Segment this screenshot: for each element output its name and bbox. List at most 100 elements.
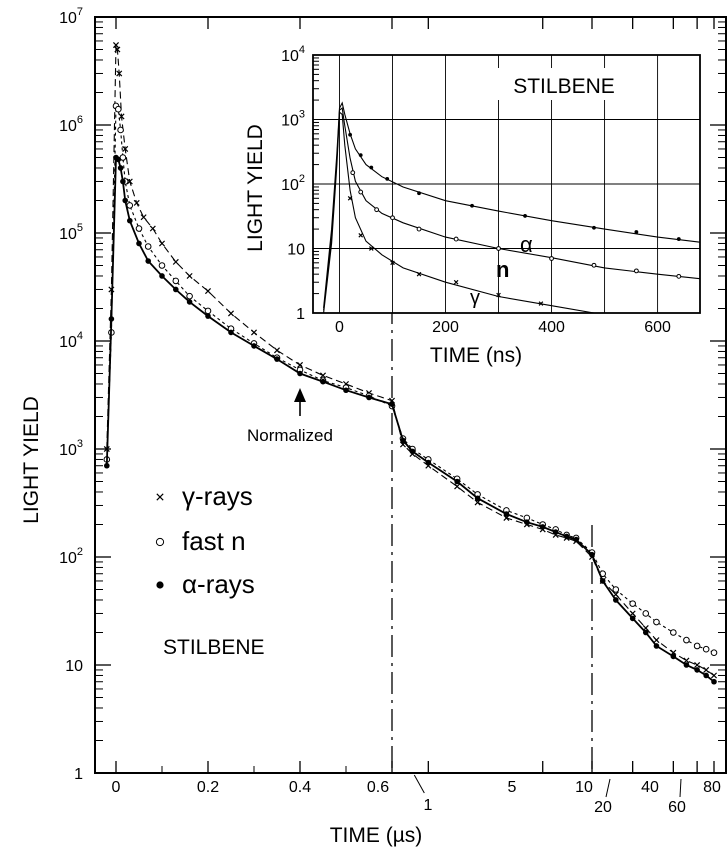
inset-x-tick-label: 400 bbox=[538, 319, 565, 336]
inset-y-tick-label-base: 10 bbox=[281, 113, 299, 130]
data-point bbox=[172, 258, 179, 265]
data-point bbox=[694, 661, 701, 669]
data-point bbox=[104, 462, 110, 469]
inset-data-point bbox=[368, 246, 374, 251]
inset-x-tick-label: 600 bbox=[644, 319, 671, 336]
data-point bbox=[115, 156, 122, 163]
data-point bbox=[642, 610, 650, 617]
y-tick-label: 1 bbox=[74, 766, 83, 783]
data-point bbox=[296, 361, 304, 368]
data-point bbox=[158, 262, 166, 269]
data-point bbox=[683, 662, 690, 668]
inset-y-tick-label: 102 bbox=[281, 173, 305, 194]
data-point bbox=[108, 316, 115, 322]
data-point bbox=[186, 272, 193, 280]
data-point bbox=[319, 372, 327, 379]
data-point bbox=[228, 329, 234, 336]
data-point bbox=[122, 145, 129, 152]
x-label-pointer bbox=[413, 774, 425, 794]
legend-marker bbox=[155, 537, 165, 547]
legend-label: γ-rays bbox=[182, 481, 253, 511]
data-point bbox=[117, 126, 124, 134]
y-tick-label: 107 bbox=[59, 6, 83, 27]
inset-data-point bbox=[416, 226, 422, 232]
x-axis-title: TIME (µs) bbox=[330, 824, 423, 847]
inset-data-point bbox=[549, 256, 554, 261]
inset-title: STILBENE bbox=[513, 75, 615, 98]
data-point bbox=[172, 277, 180, 285]
data-point bbox=[710, 649, 718, 656]
inset-data-point bbox=[676, 237, 681, 241]
stilbene-label: STILBENE bbox=[163, 636, 265, 659]
series-curve bbox=[106, 104, 715, 654]
data-point bbox=[642, 629, 649, 636]
data-point bbox=[127, 217, 133, 224]
normalized-annotation: Normalized bbox=[247, 426, 333, 445]
data-point bbox=[474, 495, 481, 502]
data-point bbox=[670, 629, 677, 636]
inset-y-tick-label-base: 10 bbox=[287, 242, 305, 259]
inset-y-tick-label: 1 bbox=[296, 306, 305, 323]
inset-data-point bbox=[633, 268, 639, 274]
y-tick-label-base: 10 bbox=[59, 442, 77, 459]
inset-data-point bbox=[358, 153, 363, 158]
x-tick-label: 10 bbox=[575, 779, 593, 796]
y-tick-label-base: 10 bbox=[59, 10, 77, 27]
data-point bbox=[409, 448, 416, 455]
x-tick-label: 0 bbox=[112, 779, 121, 796]
data-point bbox=[703, 672, 709, 679]
y-tick-label-base: 10 bbox=[59, 334, 77, 351]
data-point bbox=[159, 273, 165, 279]
data-point bbox=[454, 483, 461, 490]
inset-data-point bbox=[347, 195, 353, 201]
legend-marker bbox=[156, 493, 164, 501]
data-point bbox=[186, 299, 193, 305]
main-plot-frame bbox=[94, 16, 727, 774]
data-point bbox=[251, 343, 257, 349]
data-point bbox=[454, 478, 460, 485]
data-point bbox=[702, 645, 710, 653]
data-point bbox=[136, 240, 142, 247]
inset-y-tick-label-exp: 2 bbox=[299, 173, 305, 185]
x-tick-label: 1 bbox=[424, 797, 433, 814]
data-point bbox=[122, 197, 128, 204]
data-point bbox=[112, 42, 120, 49]
y-tick-label-base: 10 bbox=[59, 550, 77, 567]
data-point bbox=[425, 459, 432, 466]
legend-label: α-rays bbox=[182, 569, 255, 599]
data-point bbox=[389, 401, 395, 407]
data-point bbox=[117, 165, 124, 171]
y-tick-label-exp: 4 bbox=[77, 330, 83, 342]
x-label-pointer bbox=[679, 778, 682, 798]
y-tick-label: 104 bbox=[59, 330, 83, 351]
inset-y-tick-label-exp: 4 bbox=[299, 44, 305, 56]
x-tick-label: 80 bbox=[703, 779, 721, 796]
inset-series-label: γ bbox=[470, 287, 480, 309]
inset-y-tick-label-base: 10 bbox=[281, 48, 299, 65]
y-tick-label-exp: 5 bbox=[77, 222, 83, 234]
series-filled-circle bbox=[104, 154, 717, 685]
inset-data-point bbox=[453, 279, 459, 285]
data-point bbox=[173, 286, 179, 293]
y-tick-label-exp: 2 bbox=[77, 546, 83, 558]
inset-x-tick-label: 0 bbox=[335, 319, 344, 336]
data-point bbox=[126, 178, 133, 185]
y-tick-label: 103 bbox=[59, 438, 83, 459]
x-tick-label: 20 bbox=[594, 799, 612, 816]
inset-data-point bbox=[385, 176, 390, 181]
inset-series-label: α bbox=[520, 232, 533, 257]
data-point bbox=[149, 225, 156, 232]
inset-series bbox=[323, 111, 595, 313]
y-tick-label-base: 10 bbox=[59, 118, 77, 135]
data-point bbox=[694, 667, 700, 673]
inset-data-point bbox=[496, 292, 501, 298]
y-tick-label-exp: 3 bbox=[77, 438, 83, 450]
data-point bbox=[116, 70, 123, 77]
data-point bbox=[524, 519, 530, 526]
inset-data-point bbox=[591, 262, 597, 268]
data-point bbox=[227, 310, 235, 317]
data-point bbox=[205, 313, 211, 319]
data-point bbox=[366, 394, 372, 401]
